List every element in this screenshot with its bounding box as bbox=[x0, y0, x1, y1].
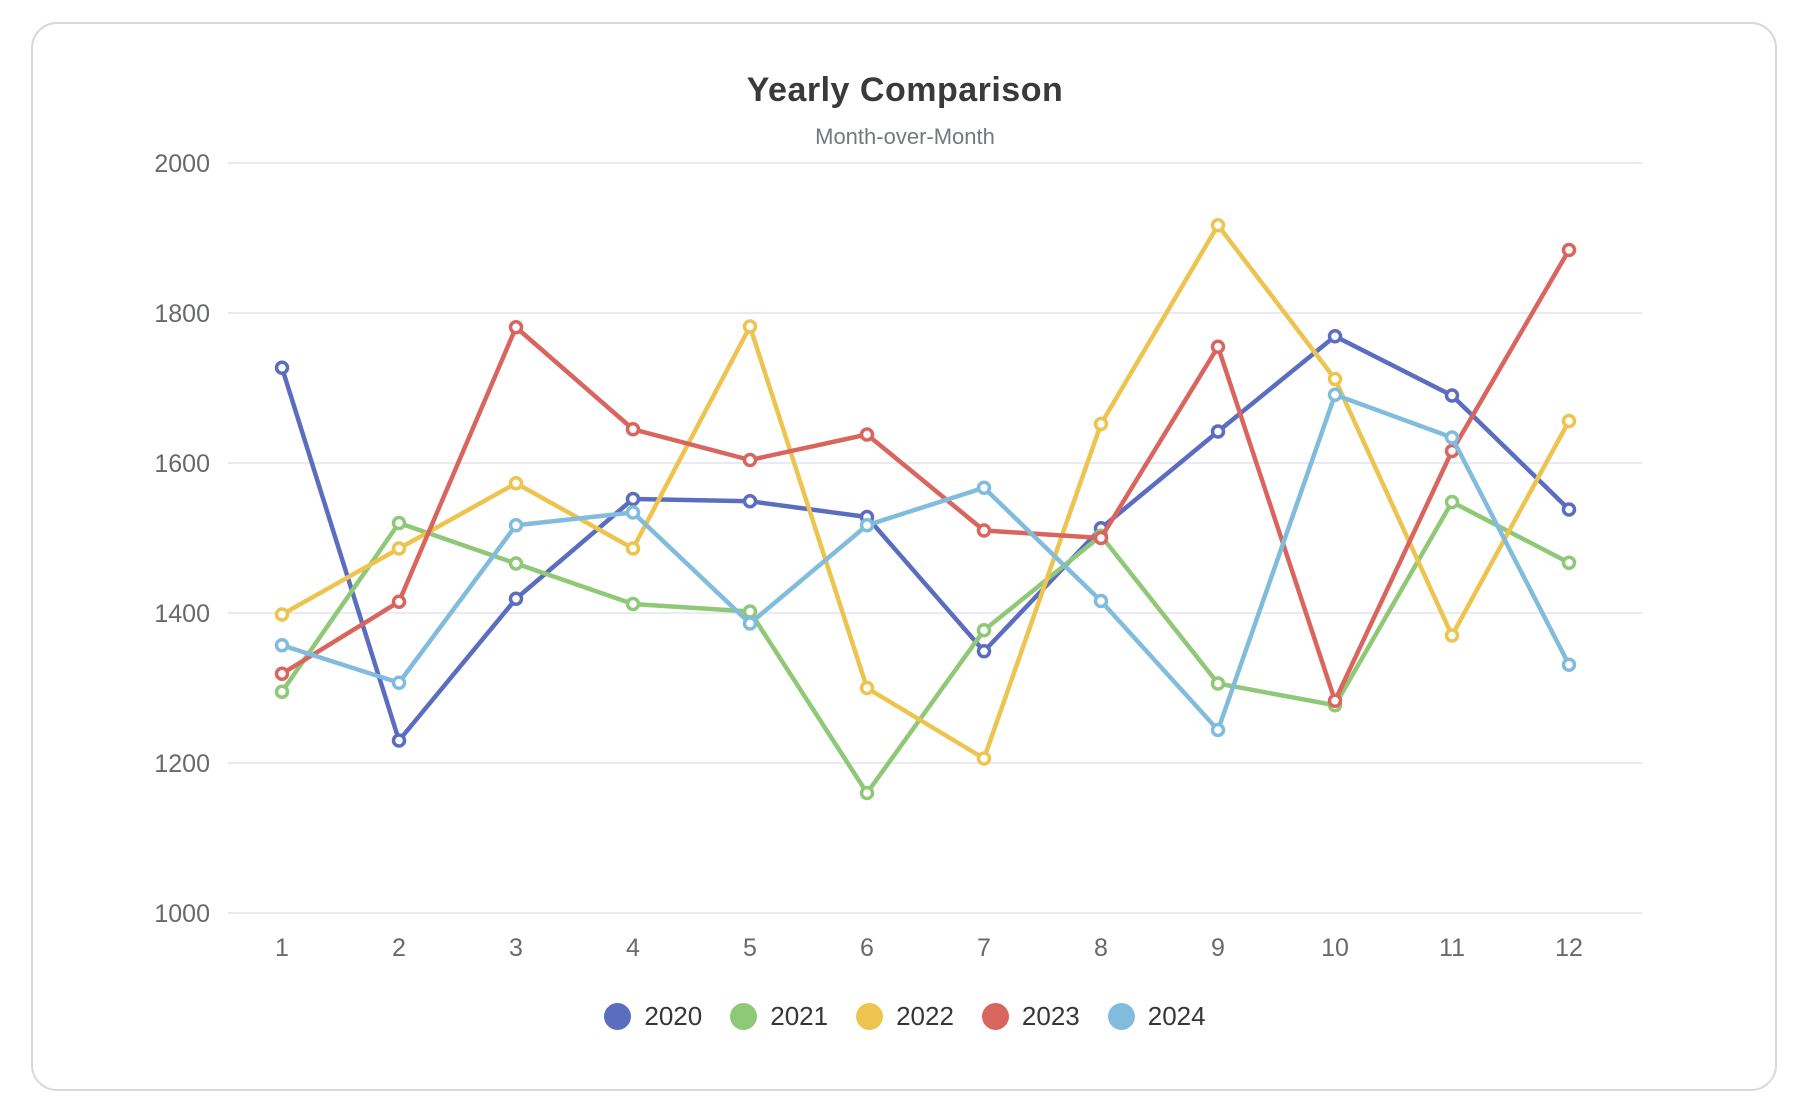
legend-label-2021: 2021 bbox=[770, 1001, 829, 1031]
x-axis-tick-label: 1 bbox=[275, 934, 289, 962]
y-axis-tick-label: 1600 bbox=[154, 450, 210, 478]
x-axis-tick-label: 4 bbox=[626, 934, 640, 962]
data-point-2021-5[interactable] bbox=[742, 604, 758, 619]
data-point-2020-9[interactable] bbox=[1210, 424, 1226, 439]
x-axis-tick-label: 7 bbox=[977, 934, 991, 962]
data-point-2024-12[interactable] bbox=[1561, 657, 1577, 672]
data-point-2024-8[interactable] bbox=[1093, 593, 1109, 609]
y-axis-tick-label: 1400 bbox=[154, 600, 210, 628]
y-axis-tick-label: 1200 bbox=[154, 750, 210, 778]
data-point-2024-1[interactable] bbox=[274, 638, 290, 653]
x-axis-tick-label: 6 bbox=[860, 934, 874, 962]
data-point-2024-7[interactable] bbox=[976, 480, 992, 495]
data-point-2023-4[interactable] bbox=[625, 422, 641, 437]
data-point-2022-7[interactable] bbox=[976, 751, 992, 766]
data-point-2024-5[interactable] bbox=[742, 616, 758, 631]
data-point-2024-11[interactable] bbox=[1444, 430, 1460, 445]
data-point-2024-4[interactable] bbox=[625, 505, 641, 520]
x-axis-tick-label: 8 bbox=[1094, 934, 1108, 962]
data-point-2022-1[interactable] bbox=[274, 607, 290, 622]
data-point-2021-12[interactable] bbox=[1561, 555, 1577, 570]
legend-item-2020[interactable]: 2020 bbox=[604, 1001, 702, 1032]
series-line-2021[interactable] bbox=[279, 499, 1572, 796]
data-point-2022-5[interactable] bbox=[742, 319, 758, 334]
data-point-2021-7[interactable] bbox=[976, 623, 992, 638]
chart-legend: 2020 2021 2022 2023 2024 bbox=[0, 1001, 1810, 1032]
data-point-2021-1[interactable] bbox=[274, 684, 290, 699]
legend-item-2022[interactable]: 2022 bbox=[856, 1001, 954, 1032]
legend-item-2023[interactable]: 2023 bbox=[981, 1001, 1080, 1032]
x-axis-tick-label: 2 bbox=[392, 934, 406, 962]
data-point-2022-8[interactable] bbox=[1093, 416, 1109, 432]
data-point-2023-3[interactable] bbox=[508, 320, 524, 335]
data-point-2023-1[interactable] bbox=[274, 666, 290, 681]
series-line-2023[interactable] bbox=[279, 247, 1572, 703]
legend-label-2024: 2024 bbox=[1147, 1001, 1206, 1031]
data-point-2020-10[interactable] bbox=[1327, 329, 1343, 344]
x-axis-tick-label: 9 bbox=[1211, 934, 1225, 962]
y-axis-tick-label: 1800 bbox=[154, 300, 210, 328]
data-point-2022-2[interactable] bbox=[391, 541, 407, 556]
data-point-2021-3[interactable] bbox=[508, 556, 524, 571]
data-point-2021-9[interactable] bbox=[1210, 676, 1226, 691]
legend-swatch-2023 bbox=[981, 1003, 1009, 1030]
x-axis-tick-label: 10 bbox=[1321, 934, 1349, 962]
data-point-2022-10[interactable] bbox=[1327, 371, 1343, 387]
data-point-2023-10[interactable] bbox=[1327, 693, 1343, 708]
legend-label-2020: 2020 bbox=[644, 1001, 703, 1031]
data-point-2024-6[interactable] bbox=[859, 518, 875, 533]
data-point-2024-10[interactable] bbox=[1327, 387, 1343, 402]
legend-label-2023: 2023 bbox=[1021, 1001, 1080, 1031]
data-point-2024-3[interactable] bbox=[508, 518, 524, 533]
data-point-2023-8[interactable] bbox=[1093, 530, 1109, 546]
y-axis-tick-label: 2000 bbox=[154, 150, 210, 178]
data-point-2023-2[interactable] bbox=[391, 594, 407, 609]
data-point-2023-12[interactable] bbox=[1561, 242, 1577, 258]
data-point-2022-4[interactable] bbox=[625, 541, 641, 556]
data-point-2020-7[interactable] bbox=[976, 644, 992, 659]
data-point-2023-5[interactable] bbox=[742, 452, 758, 468]
legend-swatch-2021 bbox=[730, 1003, 758, 1030]
series-line-2024[interactable] bbox=[279, 392, 1572, 733]
chart-subtitle: Month-over-Month bbox=[815, 124, 995, 150]
data-point-2020-1[interactable] bbox=[274, 360, 290, 375]
legend-swatch-2020 bbox=[604, 1003, 632, 1030]
x-axis-tick-label: 12 bbox=[1555, 934, 1583, 962]
series-line-2020[interactable] bbox=[279, 334, 1572, 743]
x-axis-tick-label: 5 bbox=[743, 934, 757, 962]
data-point-2024-9[interactable] bbox=[1210, 722, 1226, 738]
data-point-2024-2[interactable] bbox=[391, 675, 407, 690]
y-axis-tick-label: 1000 bbox=[154, 900, 210, 928]
data-point-2022-11[interactable] bbox=[1444, 628, 1460, 643]
data-point-2021-11[interactable] bbox=[1444, 494, 1460, 510]
x-axis-tick-label: 11 bbox=[1439, 934, 1465, 962]
data-point-2020-5[interactable] bbox=[742, 494, 758, 509]
data-point-2020-3[interactable] bbox=[508, 591, 524, 606]
chart-title: Yearly Comparison bbox=[746, 70, 1064, 109]
data-point-2023-9[interactable] bbox=[1210, 339, 1226, 354]
legend-swatch-2022 bbox=[856, 1003, 884, 1030]
data-point-2023-6[interactable] bbox=[859, 427, 875, 442]
data-point-2023-7[interactable] bbox=[976, 523, 992, 538]
legend-label-2022: 2022 bbox=[896, 1001, 954, 1031]
legend-item-2021[interactable]: 2021 bbox=[730, 1001, 828, 1032]
data-point-2020-2[interactable] bbox=[391, 733, 407, 748]
legend-item-2024[interactable]: 2024 bbox=[1107, 1001, 1206, 1032]
data-point-2021-4[interactable] bbox=[625, 596, 641, 612]
data-point-2022-3[interactable] bbox=[508, 476, 524, 491]
x-axis-tick-label: 3 bbox=[509, 934, 523, 962]
data-point-2021-6[interactable] bbox=[859, 785, 875, 801]
data-point-2022-6[interactable] bbox=[859, 680, 875, 696]
data-point-2020-12[interactable] bbox=[1561, 502, 1577, 517]
data-point-2022-12[interactable] bbox=[1561, 413, 1577, 429]
legend-swatch-2024 bbox=[1107, 1003, 1135, 1030]
series-line-2022[interactable] bbox=[279, 223, 1572, 761]
data-point-2020-4[interactable] bbox=[625, 491, 641, 507]
data-point-2021-2[interactable] bbox=[391, 515, 407, 531]
data-point-2020-11[interactable] bbox=[1444, 388, 1460, 403]
data-point-2022-9[interactable] bbox=[1210, 218, 1226, 233]
